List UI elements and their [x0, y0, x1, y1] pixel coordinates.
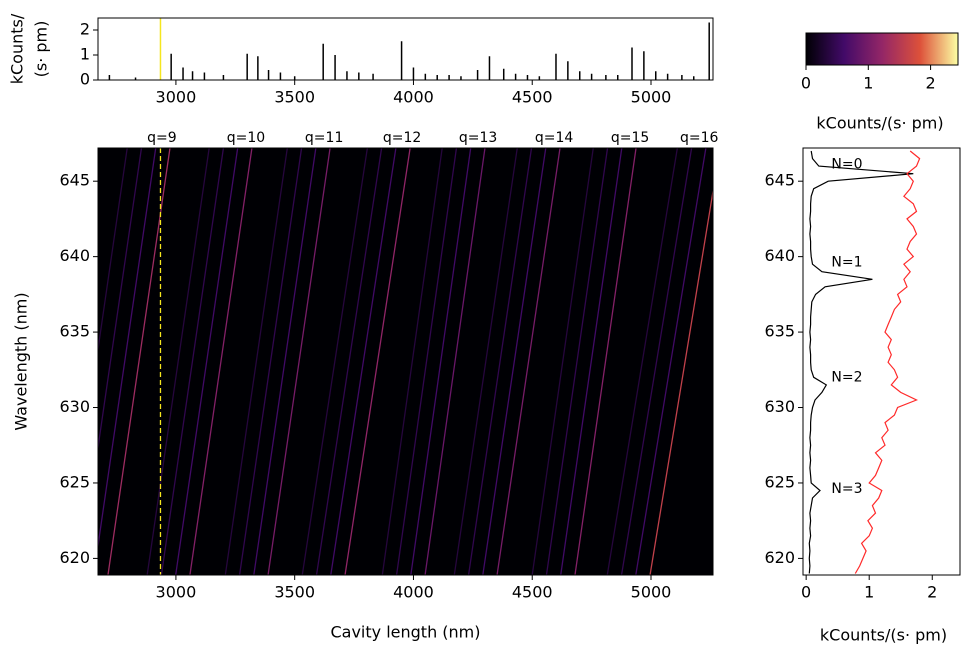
- mode-line: [98, 148, 128, 354]
- y-tick-label: 635: [764, 322, 795, 341]
- mode-line: [107, 148, 171, 575]
- x-tick-label: 3000: [156, 583, 197, 602]
- colorbar: [805, 32, 959, 66]
- mode-line: [424, 148, 486, 575]
- mode-line: [496, 148, 561, 575]
- x-tick-label: 3500: [274, 88, 315, 107]
- profile-line: [808, 150, 914, 574]
- mode-line: [620, 148, 693, 575]
- plot-frame: [802, 147, 961, 576]
- y-tick-label: 2: [80, 20, 90, 39]
- mode-line: [531, 148, 594, 575]
- colorbar-tick-label: 2: [925, 74, 935, 93]
- mode-line: [315, 148, 383, 575]
- mode-line: [453, 148, 518, 575]
- mode-line: [649, 187, 713, 575]
- mode-line: [467, 148, 533, 575]
- mode-annotation: q=14: [535, 130, 574, 146]
- mode-annotation: N=1: [831, 255, 862, 271]
- mode-annotation: q=11: [305, 130, 343, 146]
- mode-annotation: q=13: [459, 130, 497, 146]
- y-tick-label: 645: [59, 171, 90, 190]
- x-tick-label: 5000: [631, 583, 672, 602]
- colorbar-label: kCounts/(s· pm): [816, 114, 943, 133]
- mode-annotation: q=9: [147, 130, 177, 146]
- x-tick-label: 4500: [512, 583, 553, 602]
- y-axis-label: (s· pm): [32, 21, 51, 78]
- mode-line: [224, 148, 288, 575]
- mode-line: [301, 148, 369, 575]
- x-tick-label: 4000: [393, 88, 434, 107]
- x-axis-label: Cavity length (nm): [330, 623, 480, 642]
- y-tick-label: 640: [764, 246, 795, 265]
- mode-line: [574, 148, 637, 575]
- mode-line: [635, 148, 707, 575]
- y-tick-label: 0: [80, 70, 90, 89]
- plot-frame: [97, 147, 714, 576]
- profile-plot: [808, 150, 921, 574]
- profile-line: [854, 150, 921, 574]
- mode-line: [175, 148, 239, 575]
- mode-line: [146, 148, 210, 575]
- mode-annotation: q=10: [227, 130, 265, 146]
- x-tick-label: 4500: [512, 88, 553, 107]
- mode-line: [253, 148, 317, 575]
- mode-line: [98, 148, 157, 551]
- mode-line: [545, 148, 609, 575]
- y-axis-label: kCounts/: [8, 13, 27, 84]
- heatmap: [98, 148, 713, 575]
- y-tick-label: 635: [59, 322, 90, 341]
- y-tick-label: 640: [59, 246, 90, 265]
- y-tick-label: 625: [764, 472, 795, 491]
- y-tick-label: 620: [59, 548, 90, 567]
- mode-line: [160, 148, 225, 575]
- y-tick-label: 625: [59, 472, 90, 491]
- mode-line: [395, 148, 458, 575]
- mode-line: [267, 148, 331, 575]
- y-axis-label: Wavelength (nm): [12, 292, 31, 430]
- y-tick-label: 630: [59, 397, 90, 416]
- mode-line: [238, 148, 303, 575]
- x-tick-label: 1: [864, 583, 874, 602]
- mode-line: [344, 148, 411, 575]
- mode-annotation: q=15: [611, 130, 649, 146]
- x-tick-label: 5000: [631, 88, 672, 107]
- x-tick-label: 0: [801, 583, 811, 602]
- mode-line: [606, 148, 679, 575]
- mode-annotation: q=16: [680, 130, 719, 146]
- colorbar-tick-label: 1: [863, 74, 873, 93]
- x-tick-label: 3000: [156, 88, 197, 107]
- plot-frame: [97, 17, 714, 81]
- mode-line: [330, 148, 397, 575]
- mode-line: [560, 148, 623, 575]
- spectrum-plot: [108, 18, 710, 80]
- y-tick-label: 1: [80, 45, 90, 64]
- colorbar-tick-label: 0: [801, 74, 811, 93]
- mode-line: [98, 148, 143, 452]
- y-tick-label: 620: [764, 548, 795, 567]
- y-tick-label: 630: [764, 397, 795, 416]
- x-axis-label: kCounts/(s· pm): [820, 626, 947, 645]
- mode-annotation: N=3: [831, 481, 862, 497]
- mode-line: [410, 148, 472, 575]
- x-tick-label: 2: [927, 583, 937, 602]
- mode-annotation: N=0: [831, 157, 862, 173]
- x-tick-label: 4000: [393, 583, 434, 602]
- mode-annotation: q=12: [383, 130, 421, 146]
- y-tick-label: 645: [764, 171, 795, 190]
- x-tick-label: 3500: [274, 583, 315, 602]
- mode-annotation: N=2: [831, 369, 862, 385]
- mode-line: [482, 148, 547, 575]
- mode-line: [189, 148, 253, 575]
- mode-line: [381, 148, 443, 575]
